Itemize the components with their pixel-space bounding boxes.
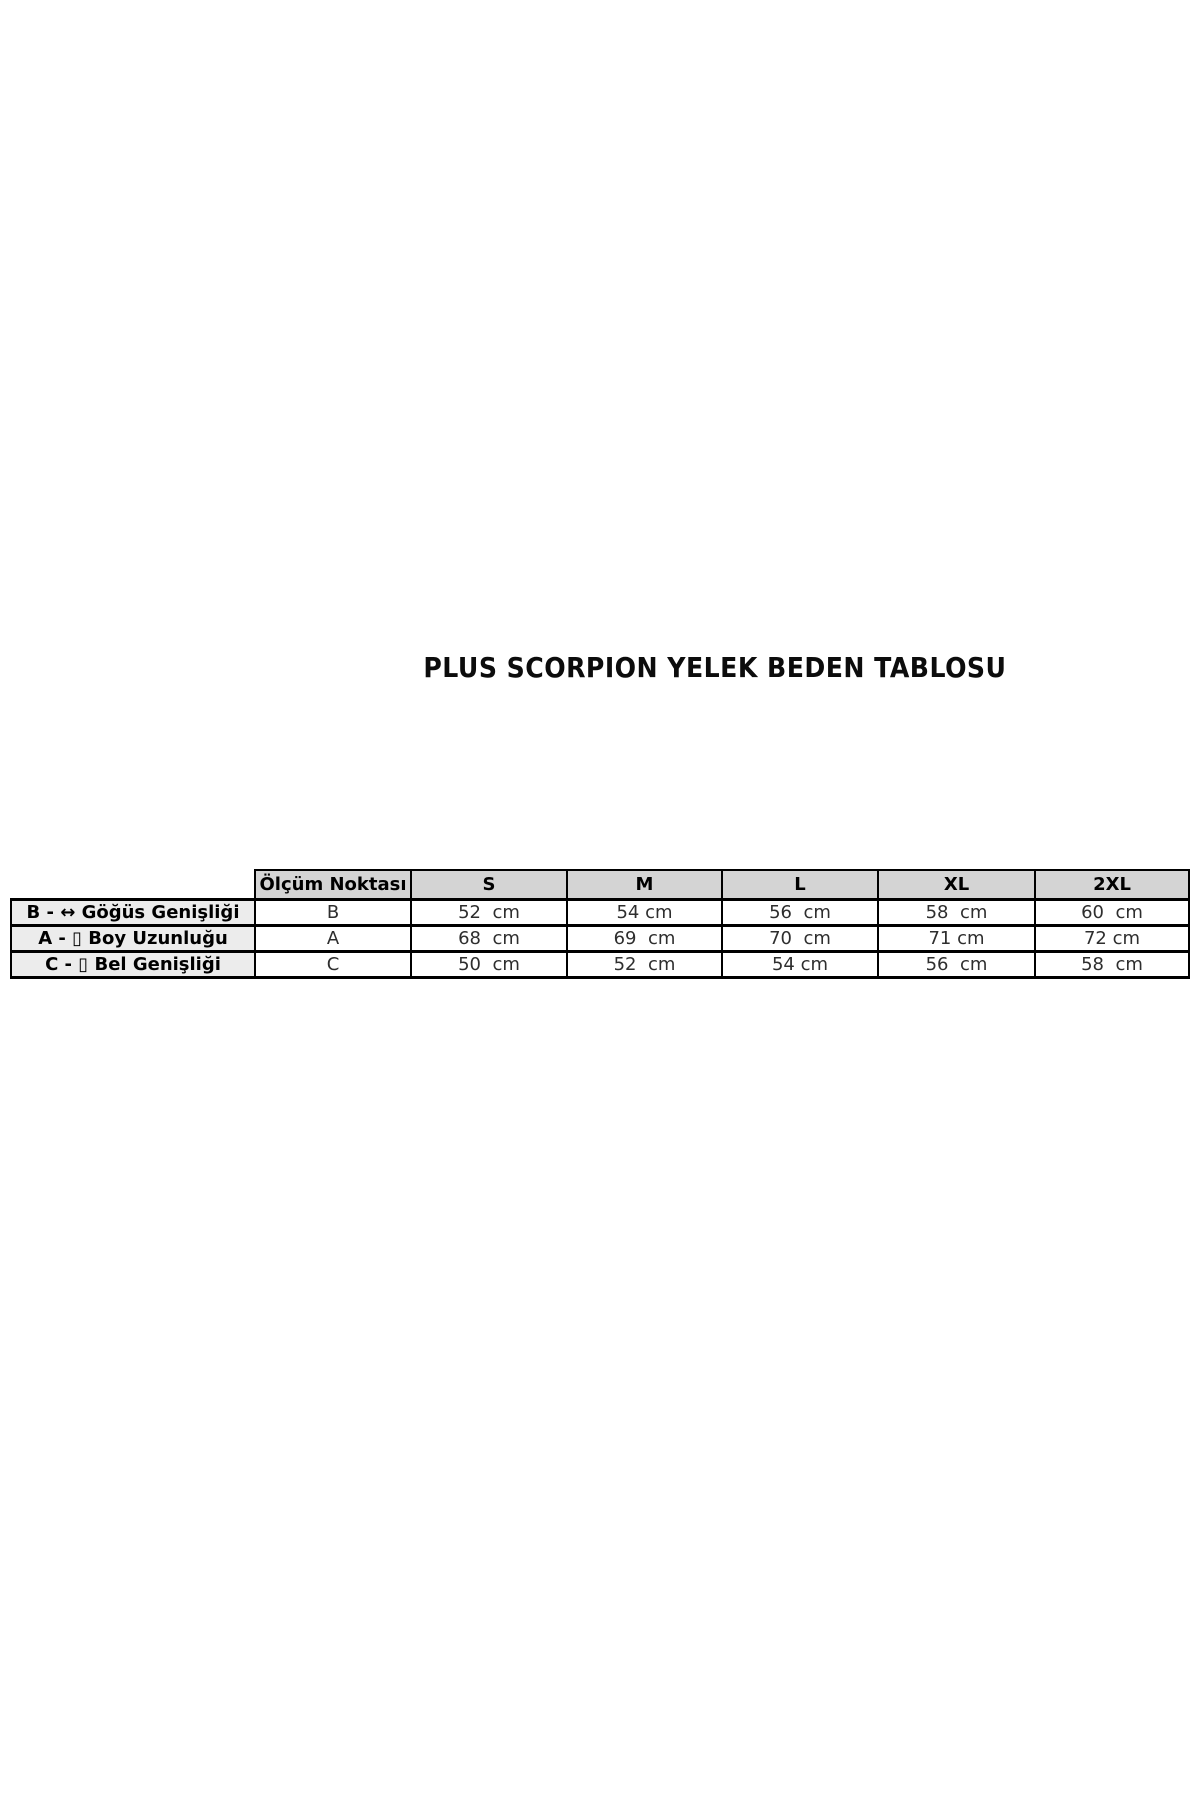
value-cell-xl: 56 cm — [877, 949, 1036, 979]
empty-corner-cell — [11, 870, 255, 899]
horizontal-arrow-icon: ↔ — [60, 901, 76, 923]
value-cell-2xl: 60 cm — [1034, 897, 1190, 927]
value-cell-m: 54 cm — [566, 897, 723, 927]
value-cell-m: 69 cm — [566, 923, 723, 953]
table-row-body-length: A - ▯ Boy Uzunluğu A 68 cm 69 cm 70 cm 7… — [10, 923, 1190, 953]
missing-glyph-box-icon: ▯ — [78, 953, 89, 975]
value-cell-xl: 58 cm — [877, 897, 1036, 927]
value-cell-l: 54 cm — [721, 949, 879, 979]
value-cell-2xl: 58 cm — [1034, 949, 1190, 979]
measure-point-cell: C — [254, 949, 412, 979]
value-cell-l: 70 cm — [721, 923, 879, 953]
measure-letter: B - — [26, 901, 61, 923]
column-header-size-2xl: 2XL — [1034, 869, 1190, 901]
header-row: Ölçüm Noktası S M L XL 2XL — [11, 869, 1190, 901]
column-header-size-xl: XL — [877, 869, 1036, 901]
row-label-body-length: A - ▯ Boy Uzunluğu — [10, 923, 256, 953]
value-cell-s: 52 cm — [410, 897, 568, 927]
page-title: PLUS SCORPION YELEK BEDEN TABLOSU — [240, 651, 1190, 684]
table-row-chest-width: B - ↔ Göğüs Genişliği B 52 cm 54 cm 56 c… — [10, 897, 1190, 927]
column-header-size-l: L — [721, 869, 879, 901]
value-cell-m: 52 cm — [566, 949, 723, 979]
value-cell-s: 50 cm — [410, 949, 568, 979]
size-chart-table: Ölçüm Noktası S M L XL 2XL B - ↔ Göğüs G… — [10, 869, 1190, 979]
column-header-size-m: M — [566, 869, 723, 901]
measure-point-cell: A — [254, 923, 412, 953]
measure-name: Boy Uzunluğu — [82, 927, 228, 949]
row-label-chest-width: B - ↔ Göğüs Genişliği — [10, 897, 256, 927]
missing-glyph-box-icon: ▯ — [72, 927, 83, 949]
column-header-measure-point: Ölçüm Noktası — [254, 869, 412, 901]
measure-letter: A - — [38, 927, 73, 949]
measure-letter: C - — [45, 953, 79, 975]
value-cell-xl: 71 cm — [877, 923, 1036, 953]
measure-point-cell: B — [254, 897, 412, 927]
measure-name: Bel Genişliği — [88, 953, 221, 975]
table-row-waist-width: C - ▯ Bel Genişliği C 50 cm 52 cm 54 cm … — [10, 949, 1190, 979]
row-label-waist-width: C - ▯ Bel Genişliği — [10, 949, 256, 979]
value-cell-l: 56 cm — [721, 897, 879, 927]
measure-name: Göğüs Genişliği — [75, 901, 240, 923]
page-title-text: PLUS SCORPION YELEK BEDEN TABLOSU — [423, 651, 1007, 684]
column-header-size-s: S — [410, 869, 568, 901]
value-cell-s: 68 cm — [410, 923, 568, 953]
value-cell-2xl: 72 cm — [1034, 923, 1190, 953]
